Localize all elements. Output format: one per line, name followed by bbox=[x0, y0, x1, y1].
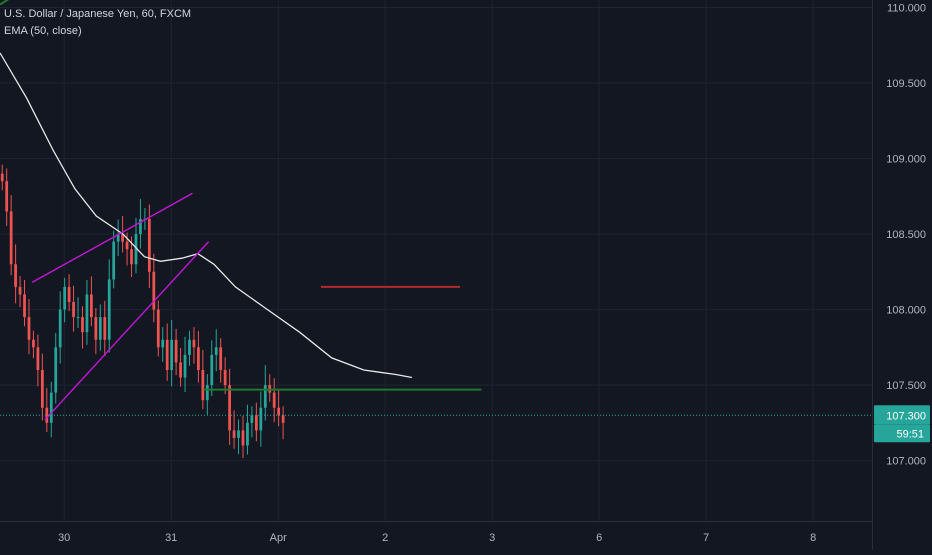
candle-body bbox=[58, 309, 62, 348]
symbol-title[interactable]: U.S. Dollar / Japanese Yen, 60, FXCM bbox=[4, 8, 192, 20]
candle-body bbox=[63, 286, 67, 310]
candle-body bbox=[281, 415, 285, 423]
candle-body bbox=[18, 286, 22, 295]
candle-body bbox=[259, 407, 263, 431]
time-axis bbox=[0, 521, 872, 550]
last-price-label: 107.300 bbox=[886, 410, 926, 422]
candle-body bbox=[174, 339, 178, 363]
indicator-label[interactable]: EMA (50, close) bbox=[4, 25, 82, 37]
price-tick-label: 108.000 bbox=[886, 305, 926, 317]
candle-body bbox=[45, 407, 49, 423]
candle-body bbox=[90, 294, 93, 318]
time-tick-label: 2 bbox=[382, 532, 388, 544]
time-tick-label: 3 bbox=[489, 532, 495, 544]
candle-body bbox=[23, 294, 26, 318]
price-tick-label: 109.000 bbox=[886, 154, 926, 166]
channel-trendline bbox=[44, 241, 210, 421]
time-tick-label: Apr bbox=[270, 532, 287, 544]
candle-body bbox=[67, 286, 71, 303]
candle-body bbox=[237, 430, 240, 438]
candle-body bbox=[0, 173, 4, 182]
candle-body bbox=[188, 339, 191, 355]
candle-body bbox=[81, 317, 84, 333]
candle-body bbox=[161, 339, 165, 348]
candle-body bbox=[197, 347, 200, 370]
candle-body bbox=[134, 234, 138, 265]
time-tick-label: 8 bbox=[810, 532, 816, 544]
price-tick-label: 108.500 bbox=[886, 229, 926, 241]
chart-legend: U.S. Dollar / Japanese Yen, 60, FXCM EMA… bbox=[4, 6, 191, 40]
candle-body bbox=[156, 309, 160, 348]
candle-body bbox=[107, 279, 111, 340]
candle-body bbox=[36, 347, 40, 370]
candle-body bbox=[121, 234, 124, 242]
candle-body bbox=[170, 339, 174, 370]
candle-body bbox=[85, 294, 89, 333]
price-axis bbox=[872, 0, 932, 550]
candle-body bbox=[263, 385, 267, 408]
candle-body bbox=[130, 249, 133, 265]
candle-body bbox=[152, 271, 156, 310]
candle-body bbox=[98, 317, 102, 340]
candle-body bbox=[116, 234, 120, 242]
price-tick-label: 109.500 bbox=[886, 78, 926, 90]
last-price-badge bbox=[874, 405, 930, 425]
time-tick-label: 30 bbox=[58, 532, 70, 544]
candle-body bbox=[27, 317, 31, 340]
candle-body bbox=[103, 317, 107, 340]
candle-body bbox=[94, 317, 98, 340]
countdown-label: 59:51 bbox=[896, 428, 924, 440]
candle-body bbox=[125, 241, 129, 250]
candle-body bbox=[32, 339, 35, 348]
candle-body bbox=[272, 392, 276, 408]
support-trendline bbox=[0, 0, 10, 6]
channel-trendline bbox=[31, 192, 193, 284]
candle-body bbox=[219, 347, 223, 370]
candle-body bbox=[214, 347, 218, 355]
candle-body bbox=[205, 385, 209, 401]
time-tick-label: 31 bbox=[165, 532, 177, 544]
candle-body bbox=[54, 347, 58, 393]
candle-body bbox=[147, 218, 151, 272]
candle-body bbox=[5, 181, 9, 212]
candle-body bbox=[9, 211, 13, 265]
price-tick-label: 107.000 bbox=[886, 456, 926, 468]
time-tick-label: 7 bbox=[703, 532, 709, 544]
price-tick-label: 110.000 bbox=[887, 3, 926, 15]
candle-body bbox=[223, 369, 227, 386]
candle-body bbox=[14, 264, 17, 287]
candle-body bbox=[254, 415, 258, 431]
candle-body bbox=[250, 415, 254, 423]
candle-body bbox=[210, 354, 214, 386]
countdown-badge bbox=[874, 424, 930, 443]
candle-body bbox=[277, 407, 281, 416]
candle-body bbox=[192, 339, 196, 348]
price-tick-label: 107.500 bbox=[886, 380, 926, 392]
candle-body bbox=[112, 241, 116, 280]
candle-body bbox=[201, 369, 205, 401]
candle-body bbox=[139, 218, 142, 235]
candle-body bbox=[49, 392, 53, 423]
candle-body bbox=[183, 354, 187, 378]
candle-body bbox=[228, 385, 231, 431]
ema-line bbox=[0, 52, 413, 379]
candle-body bbox=[40, 369, 44, 408]
candle-body bbox=[165, 339, 169, 370]
candle-body bbox=[179, 362, 182, 378]
candle-body bbox=[241, 430, 245, 446]
time-tick-label: 6 bbox=[596, 532, 602, 544]
candle-body bbox=[246, 422, 249, 446]
candle-body bbox=[72, 302, 75, 318]
candle-body bbox=[232, 430, 236, 438]
candle-body bbox=[76, 317, 80, 319]
